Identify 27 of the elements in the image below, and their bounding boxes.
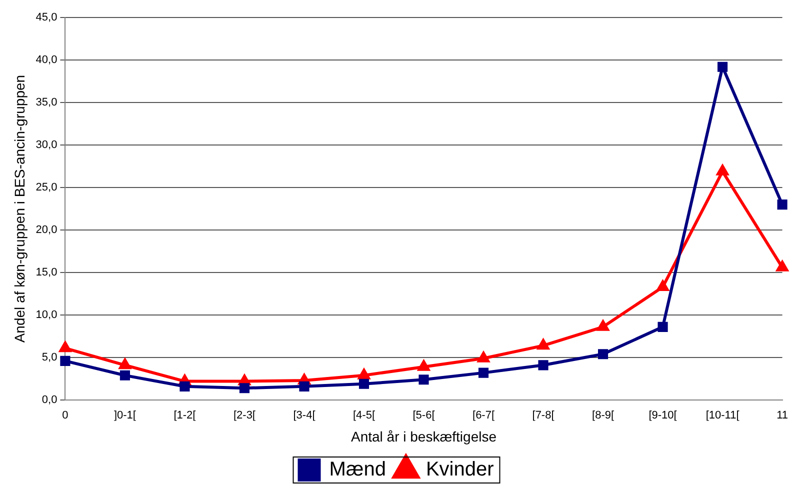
y-tick-label: 5,0: [42, 352, 58, 364]
x-tick-label: [3-4[: [293, 410, 316, 422]
legend-label: Kvinder: [426, 458, 494, 481]
x-tick-label: ]0-1[: [114, 410, 136, 422]
y-tick-label: 20,0: [36, 224, 58, 236]
y-tick-label: 30,0: [36, 139, 58, 152]
x-tick-label: 0: [62, 410, 68, 422]
y-tick-label: 15,0: [36, 266, 58, 279]
x-tick-label: [7-8[: [532, 410, 554, 422]
y-tick-label: 10,0: [36, 309, 58, 322]
x-tick-label: [9-10[: [648, 410, 677, 422]
x-tick-label: 11: [776, 410, 788, 422]
y-tick-label: 35,0: [36, 96, 58, 109]
y-tick-label: 40,0: [36, 54, 58, 66]
x-tick-label: [5-6[: [412, 410, 435, 422]
x-axis-title: Antal år i beskæftigelse: [350, 428, 497, 444]
y-tick-label: 45,0: [36, 12, 58, 24]
legend-label: Mænd: [329, 458, 386, 481]
y-axis-title: Andel af køn-gruppen i BES-ancin-gruppen: [11, 74, 28, 343]
x-tick-label: [6-7[: [472, 410, 495, 422]
x-tick-label: [10-11[: [706, 410, 740, 422]
x-tick-label: [1-2[: [174, 410, 196, 422]
x-tick-label: [8-9[: [592, 410, 614, 422]
x-tick-label: [4-5[: [352, 410, 375, 422]
y-tick-label: 25,0: [36, 182, 58, 194]
y-tick-label: 0,0: [42, 394, 58, 406]
x-tick-label: [2-3[: [233, 410, 256, 422]
